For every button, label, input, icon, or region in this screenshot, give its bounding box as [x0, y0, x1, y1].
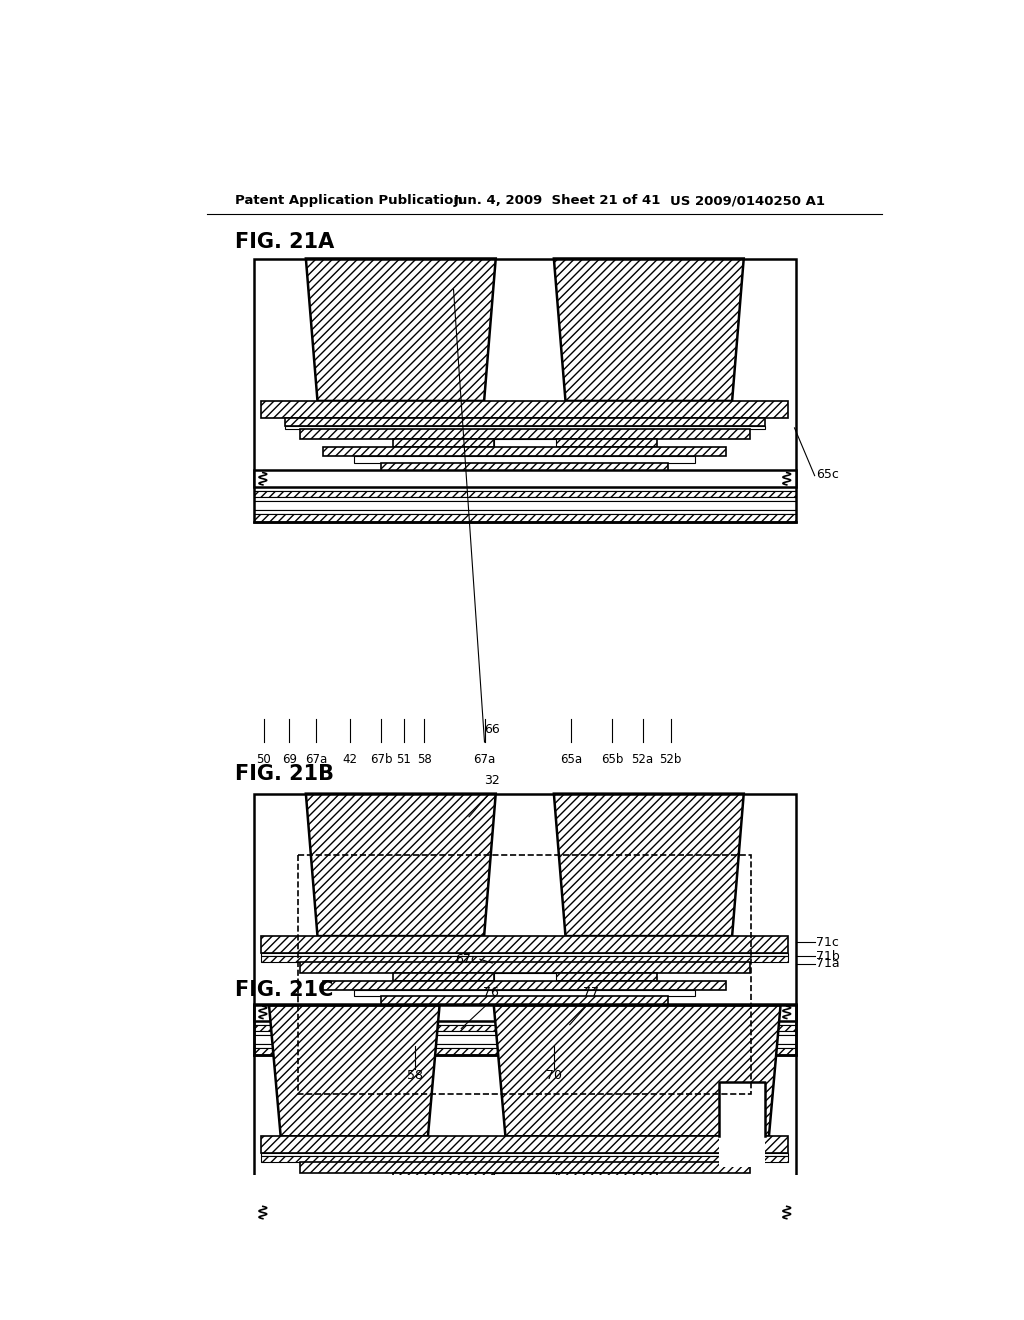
Bar [719, 1082, 765, 1167]
Bar [381, 997, 669, 1007]
Bar [254, 1204, 796, 1221]
Bar [254, 259, 796, 521]
Bar [254, 491, 796, 498]
Text: 71b: 71b [816, 949, 840, 962]
Bar [254, 1024, 796, 1031]
Bar [261, 936, 788, 953]
Text: 67c: 67c [456, 953, 478, 966]
Bar [254, 487, 796, 491]
Text: 67a: 67a [473, 752, 496, 766]
Bar [254, 1044, 796, 1048]
Bar [254, 1232, 796, 1236]
Bar [254, 1234, 796, 1243]
Bar [254, 1221, 796, 1225]
Bar [324, 447, 726, 457]
Bar [254, 515, 796, 521]
Bar [254, 1225, 796, 1232]
Bar [354, 990, 695, 997]
Text: 65b: 65b [601, 752, 624, 766]
Bar [400, 1007, 649, 1011]
Text: 66: 66 [484, 723, 500, 737]
Text: 58: 58 [417, 752, 431, 766]
Bar [261, 1154, 788, 1156]
Bar [285, 418, 765, 425]
Bar [324, 981, 726, 990]
Text: 65c: 65c [816, 467, 839, 480]
Text: 58: 58 [407, 1069, 423, 1082]
Text: 69: 69 [282, 752, 297, 766]
Text: 70: 70 [546, 1069, 562, 1082]
Text: 52b: 52b [659, 752, 682, 766]
Bar [261, 1156, 788, 1163]
Bar [393, 440, 494, 447]
Bar [254, 1035, 796, 1044]
Bar [254, 1011, 796, 1020]
Bar [393, 1173, 494, 1181]
Text: 32: 32 [484, 775, 500, 788]
Bar [381, 1196, 669, 1206]
Bar [393, 973, 494, 981]
Bar [556, 440, 656, 447]
Bar [261, 956, 788, 962]
Bar [254, 793, 796, 1056]
Bar [254, 1020, 796, 1024]
Bar [381, 462, 669, 474]
Bar [298, 855, 752, 1094]
Bar [254, 1006, 796, 1255]
Text: 42: 42 [342, 752, 357, 766]
Bar [254, 498, 796, 502]
Bar [254, 470, 796, 487]
Text: 77: 77 [584, 986, 599, 999]
Bar [261, 1137, 788, 1154]
Bar [556, 973, 656, 981]
Bar [254, 502, 796, 511]
Bar [494, 973, 556, 991]
Bar [556, 1173, 656, 1181]
Bar [254, 511, 796, 513]
Bar [254, 478, 796, 487]
Bar [400, 474, 649, 478]
Text: Patent Application Publication: Patent Application Publication [234, 194, 463, 207]
Bar [494, 440, 556, 447]
Text: FIG. 21B: FIG. 21B [234, 764, 334, 784]
Text: 71c: 71c [816, 936, 839, 949]
Bar [324, 1181, 726, 1191]
Text: 67b: 67b [370, 752, 392, 766]
Bar [494, 1173, 556, 1192]
Bar [261, 401, 788, 418]
Polygon shape [554, 259, 743, 401]
Polygon shape [306, 259, 496, 401]
Bar [400, 1206, 649, 1212]
Text: 65a: 65a [560, 752, 583, 766]
Bar [300, 429, 750, 440]
Text: 71a: 71a [816, 957, 840, 970]
Bar [261, 953, 788, 956]
Text: FIG. 21C: FIG. 21C [234, 979, 334, 1001]
Bar [354, 1191, 695, 1196]
Bar [300, 962, 750, 973]
Text: 50: 50 [256, 752, 271, 766]
Bar [354, 457, 695, 462]
Bar [254, 1031, 796, 1035]
Text: FIG. 21A: FIG. 21A [234, 231, 334, 252]
Text: 76: 76 [482, 986, 499, 999]
Polygon shape [554, 793, 743, 936]
Polygon shape [269, 1006, 439, 1137]
Bar [300, 1163, 750, 1173]
Bar [254, 1212, 796, 1221]
Polygon shape [306, 793, 496, 936]
Text: US 2009/0140250 A1: US 2009/0140250 A1 [671, 194, 825, 207]
Text: 52a: 52a [632, 752, 653, 766]
Bar [254, 1243, 796, 1247]
Bar [254, 1247, 796, 1255]
Polygon shape [494, 1006, 780, 1137]
Text: 51: 51 [396, 752, 412, 766]
Text: 67a: 67a [305, 752, 328, 766]
Bar [254, 1003, 796, 1020]
Bar [254, 1048, 796, 1056]
Bar [285, 425, 765, 429]
Text: Jun. 4, 2009  Sheet 21 of 41: Jun. 4, 2009 Sheet 21 of 41 [454, 194, 660, 207]
